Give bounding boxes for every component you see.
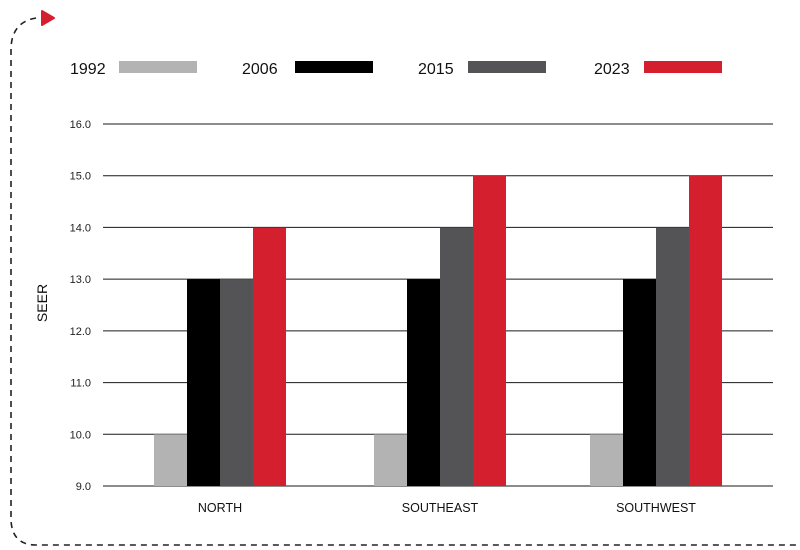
bar-2006-north — [187, 279, 220, 486]
y-tick-label: 12.0 — [70, 326, 91, 338]
bar-2015-southwest — [656, 227, 689, 486]
bar-2006-southeast — [407, 279, 440, 486]
bar-1992-southeast — [374, 434, 407, 486]
y-axis-title: SEER — [34, 284, 50, 322]
bar-2023-southeast — [473, 175, 506, 486]
legend-label: 2023 — [594, 61, 630, 78]
legend-swatch — [644, 61, 722, 73]
bar-2015-north — [220, 279, 253, 486]
arrow-icon — [41, 10, 55, 26]
y-tick-label: 16.0 — [70, 119, 91, 131]
bar-2023-north — [253, 227, 286, 486]
bar-2015-southeast — [440, 227, 473, 486]
bar-1992-north — [154, 434, 187, 486]
legend: 1992 2006 2015 2023 — [70, 61, 722, 78]
legend-swatch — [295, 61, 373, 73]
category-label: SOUTHEAST — [402, 501, 479, 515]
category-label: SOUTHWEST — [616, 501, 696, 515]
bars — [154, 175, 722, 486]
bar-2023-southwest — [689, 175, 722, 486]
bar-1992-southwest — [590, 434, 623, 486]
legend-swatch — [119, 61, 197, 73]
y-tick-label: 11.0 — [70, 378, 91, 390]
legend-label: 2006 — [242, 61, 278, 78]
y-tick-label: 10.0 — [70, 429, 91, 441]
legend-label: 2015 — [418, 61, 454, 78]
y-tick-label: 13.0 — [70, 274, 91, 286]
dashed-frame-line — [10, 17, 800, 546]
y-tick-labels: 9.0 10.0 11.0 12.0 13.0 14.0 15.0 16.0 — [70, 119, 91, 493]
legend-swatch — [468, 61, 546, 73]
category-label: NORTH — [198, 501, 242, 515]
category-labels: NORTH SOUTHEAST SOUTHWEST — [198, 501, 696, 515]
y-tick-label: 15.0 — [70, 171, 91, 183]
legend-label: 1992 — [70, 61, 106, 78]
y-tick-label: 14.0 — [70, 222, 91, 234]
bar-2006-southwest — [623, 279, 656, 486]
y-tick-label: 9.0 — [76, 481, 91, 493]
